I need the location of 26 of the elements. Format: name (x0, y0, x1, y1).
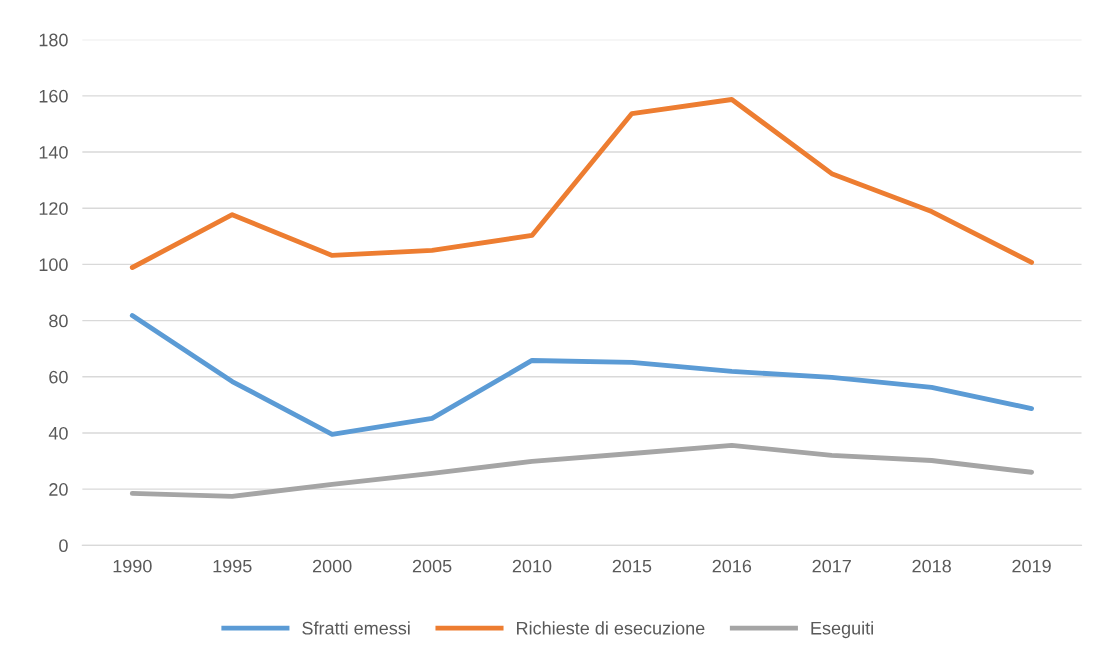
y-tick-label: 180 (39, 33, 68, 47)
y-tick-label: 60 (49, 370, 68, 384)
y-tick-label: 120 (39, 202, 68, 215)
x-tick-label: 2018 (912, 559, 951, 573)
x-tick-label: 2015 (612, 559, 652, 573)
legend-label: Richieste di esecuzione (517, 621, 705, 635)
y-tick-label: 100 (39, 258, 68, 272)
y-tick-label: 160 (39, 89, 68, 103)
x-tick-label: 2005 (412, 559, 452, 573)
x-tick-label: 2017 (812, 559, 851, 573)
y-tick-label: 0 (59, 539, 68, 553)
x-tick-label: 1990 (113, 559, 152, 573)
y-tick-label: 40 (48, 426, 68, 440)
y-tick-label: 80 (49, 314, 68, 328)
line-series (129, 313, 1034, 437)
line-series (129, 442, 1034, 499)
y-tick-label: 20 (49, 483, 68, 496)
x-tick-label: 2010 (512, 559, 552, 573)
line-series (129, 97, 1034, 270)
x-tick-label: 2000 (312, 559, 352, 573)
x-tick-label: 2016 (712, 559, 752, 573)
legend-label: Sfratti emessi (302, 621, 410, 635)
legend-label: Eseguiti (811, 621, 873, 639)
x-tick-label: 2019 (1012, 559, 1051, 573)
x-tick-label: 1995 (213, 559, 252, 573)
y-tick-label: 140 (39, 145, 68, 159)
